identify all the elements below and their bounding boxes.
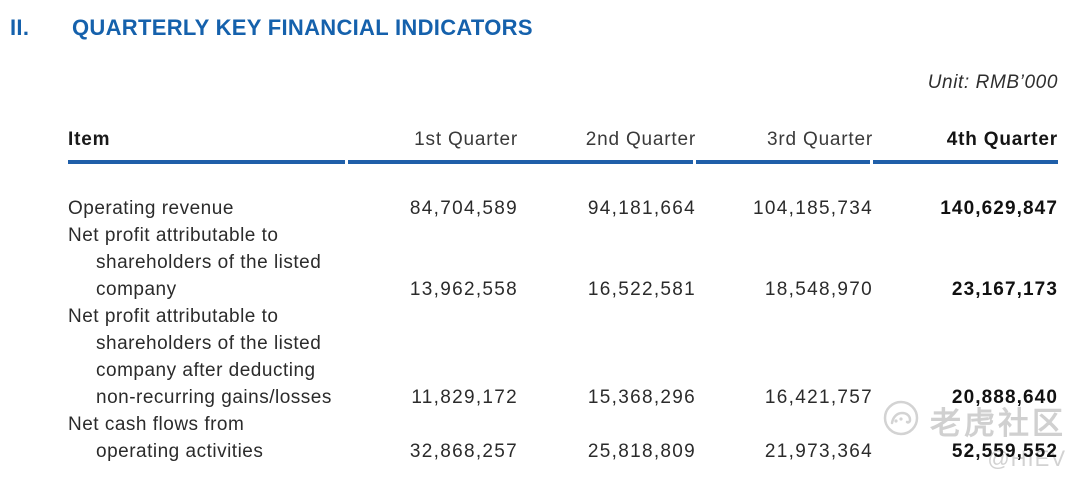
quarterly-indicators-table: Item 1st Quarter 2nd Quarter 3rd Quarter… [68, 126, 1058, 465]
value-q3: 18,548,970 [764, 279, 873, 300]
table-row-net-cash-flows: Net cash flows from operating activities… [68, 411, 1058, 465]
item-line: non-recurring gains/losses [96, 387, 332, 408]
value-q1: 32,868,257 [409, 441, 518, 462]
item-line: Net cash flows from [68, 414, 245, 435]
column-header-q1: 1st Quarter [414, 129, 518, 150]
section-numeral: II. [10, 15, 30, 40]
header-rule [68, 160, 1058, 164]
section-heading: II. QUARTERLY KEY FINANCIAL INDICATORS [10, 0, 1080, 41]
item-line: shareholders of the listed [96, 252, 322, 273]
item-line: operating activities [96, 441, 264, 462]
table-row-net-profit-after-deducting: Net profit attributable to shareholders … [68, 303, 1058, 411]
item-line: Net profit attributable to [68, 306, 279, 327]
item-line: Net profit attributable to [68, 225, 279, 246]
header-rule-segment [68, 160, 345, 164]
value-q3: 21,973,364 [764, 441, 873, 462]
value-q3: 16,421,757 [764, 387, 873, 408]
value-q1: 13,962,558 [409, 279, 518, 300]
tiger-community-watermark: 老虎社区 @HIEV [882, 398, 1066, 472]
column-header-q3: 3rd Quarter [767, 129, 873, 150]
value-q3: 104,185,734 [753, 198, 873, 219]
item-line: Operating revenue [68, 198, 234, 219]
table-body: Operating revenue 84,704,589 94,181,664 … [68, 195, 1058, 465]
header-rule-segment [348, 160, 693, 164]
value-q1: 84,704,589 [409, 198, 518, 219]
value-q4: 140,629,847 [940, 198, 1058, 219]
row-item-label: Operating revenue [68, 195, 348, 222]
watermark-main: 老虎社区 [882, 398, 1066, 443]
watermark-handle: @HIEV [987, 446, 1066, 471]
value-q2: 94,181,664 [587, 198, 696, 219]
column-header-q2: 2nd Quarter [585, 129, 696, 150]
page-title: QUARTERLY KEY FINANCIAL INDICATORS [72, 15, 533, 40]
table-row-operating-revenue: Operating revenue 84,704,589 94,181,664 … [68, 195, 1058, 222]
row-item-label: Net profit attributable to shareholders … [68, 222, 348, 303]
column-header-item: Item [68, 129, 111, 150]
value-q4: 23,167,173 [951, 279, 1058, 300]
header-rule-segment [873, 160, 1058, 164]
header-rule-segment [696, 160, 870, 164]
table-row-net-profit: Net profit attributable to shareholders … [68, 222, 1058, 303]
value-q2: 15,368,296 [587, 387, 696, 408]
row-item-label: Net profit attributable to shareholders … [68, 303, 348, 411]
value-q4: 20,888,640 [951, 387, 1058, 408]
column-header-q4: 4th Quarter [946, 129, 1058, 150]
item-line: company [96, 279, 177, 300]
value-q2: 25,818,809 [587, 441, 696, 462]
unit-note: Unit: RMB’000 [927, 72, 1058, 93]
table-header-row: Item 1st Quarter 2nd Quarter 3rd Quarter… [68, 126, 1058, 153]
value-q4: 52,559,552 [951, 441, 1058, 462]
item-line: shareholders of the listed [96, 333, 322, 354]
watermark-community-name: 老虎社区 [930, 406, 1066, 441]
tiger-community-logo-icon [882, 399, 920, 442]
value-q2: 16,522,581 [587, 279, 696, 300]
row-item-label: Net cash flows from operating activities [68, 411, 348, 465]
value-q1: 11,829,172 [411, 387, 518, 408]
item-line: company after deducting [96, 360, 316, 381]
